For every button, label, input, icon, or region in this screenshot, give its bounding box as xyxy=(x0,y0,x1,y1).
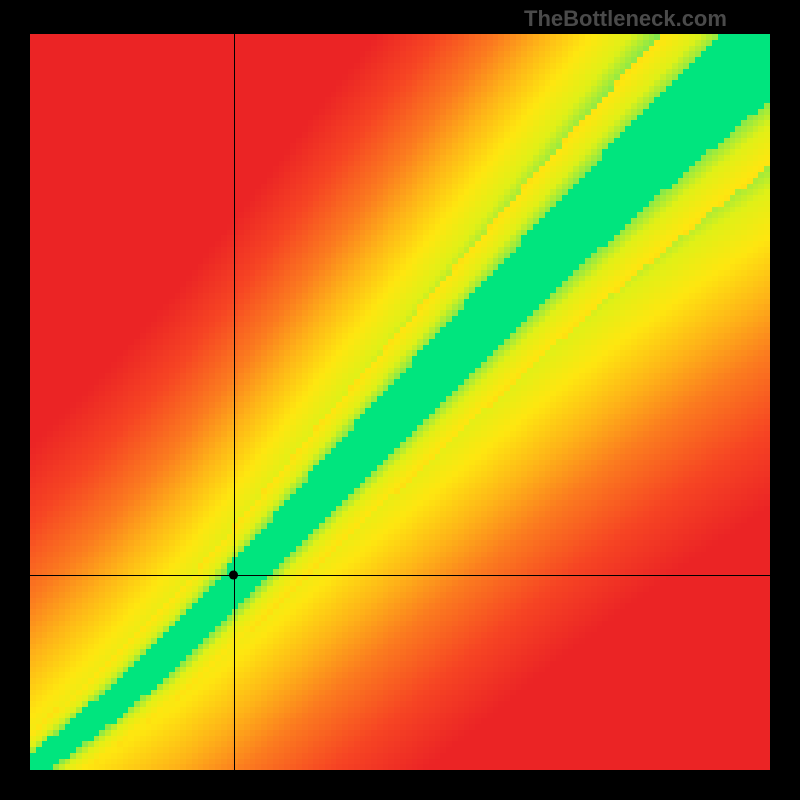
bottleneck-heatmap xyxy=(30,34,770,770)
chart-frame: TheBottleneck.com xyxy=(0,0,800,800)
watermark-text: TheBottleneck.com xyxy=(524,6,727,32)
